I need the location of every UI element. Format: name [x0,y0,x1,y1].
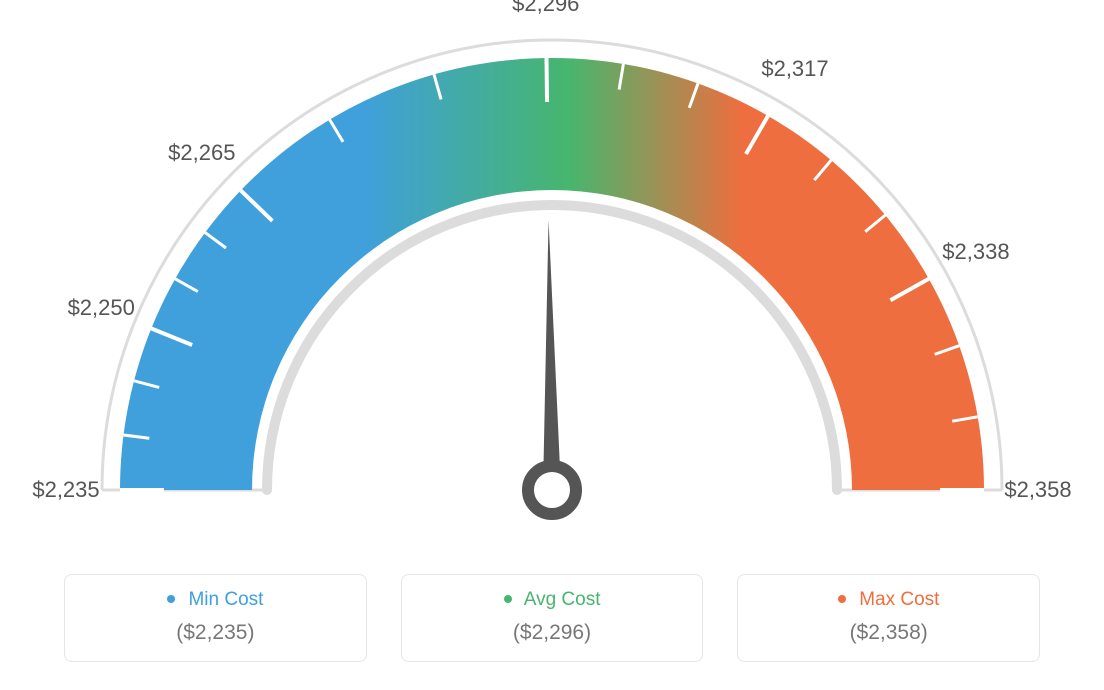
gauge-tick-label: $2,338 [942,239,1009,265]
avg-dot-icon [504,595,512,603]
max-cost-label: Max Cost [859,589,939,610]
gauge-tick-label: $2,265 [168,140,235,166]
avg-cost-label: Avg Cost [524,589,601,610]
avg-cost-card: Avg Cost ($2,296) [401,574,704,662]
gauge-tick-label: $2,235 [32,477,99,503]
gauge-chart: $2,235 $2,250 $2,265 $2,296 $2,317 $2,338 $2,3… [0,0,1104,560]
max-cost-value: ($2,358) [748,621,1029,645]
min-cost-card: Min Cost ($2,235) [64,574,367,662]
min-cost-label: Min Cost [188,589,263,610]
gauge-tick-label: $2,317 [761,56,828,82]
avg-cost-value: ($2,296) [412,621,693,645]
chart-container: $2,235 $2,250 $2,265 $2,296 $2,317 $2,338 $2,3… [0,0,1104,690]
min-dot-icon [167,595,175,603]
min-cost-value: ($2,235) [75,621,356,645]
summary-cards: Min Cost ($2,235) Avg Cost ($2,296) Max … [64,574,1040,662]
gauge-tick-label: $2,358 [1004,477,1071,503]
gauge-tick-label: $2,296 [512,0,579,17]
avg-cost-title: Avg Cost [412,589,693,611]
max-cost-title: Max Cost [748,589,1029,611]
gauge-tick-label: $2,250 [68,295,135,321]
max-cost-card: Max Cost ($2,358) [737,574,1040,662]
max-dot-icon [838,595,846,603]
min-cost-title: Min Cost [75,589,356,611]
